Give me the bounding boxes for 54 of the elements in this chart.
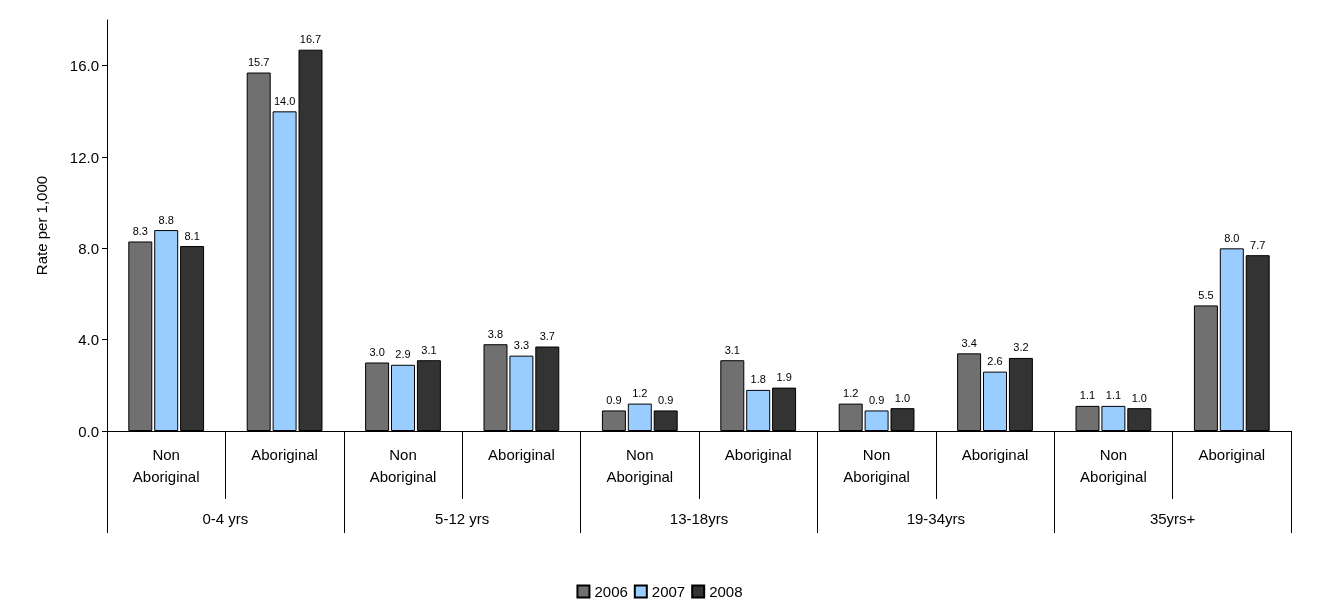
x-tick-label: Aboriginal xyxy=(488,445,555,463)
data-label: 1.2 xyxy=(632,387,648,400)
y-axis-title: Rate per 1,000 xyxy=(33,175,50,276)
data-label: 16.7 xyxy=(299,33,322,46)
data-label: 1.8 xyxy=(750,373,766,386)
x-tick-label: Non Aboriginal xyxy=(1080,445,1147,485)
data-label: 8.0 xyxy=(1224,231,1240,244)
text: 35yrs+ xyxy=(1149,510,1196,527)
data-label: 3.4 xyxy=(961,336,977,349)
data-label: 8.8 xyxy=(158,213,174,226)
data-label: 7.7 xyxy=(1250,238,1266,251)
legend-label: 2006 xyxy=(594,583,628,600)
x-tick-label: Aboriginal xyxy=(724,445,792,463)
data-label: 5.5 xyxy=(1198,288,1214,301)
legend-label: 2007 xyxy=(651,583,686,600)
data-label: 1.9 xyxy=(776,371,792,384)
x-tick-label: Aboriginal xyxy=(961,445,1029,463)
text: 19-34yrs xyxy=(906,510,965,527)
data-label: 3.3 xyxy=(513,339,530,352)
data-label: 3.1 xyxy=(724,343,740,356)
x-tick-label: Non Aboriginal xyxy=(132,445,200,485)
x-tick-label: Aboriginal xyxy=(1198,445,1266,463)
data-label: 15.7 xyxy=(247,56,270,69)
text: 0-4 yrs xyxy=(202,510,249,527)
x-tick-label: Non Aboriginal xyxy=(606,445,674,485)
x-tick-label: Non Aboriginal xyxy=(843,445,910,485)
y-tick-label: 16.0 xyxy=(69,57,99,75)
text: 13-18yrs xyxy=(669,510,729,527)
text: 5-12 yrs xyxy=(435,510,490,527)
data-label: 3.1 xyxy=(421,343,437,356)
data-label: 3.2 xyxy=(1013,341,1029,354)
x-tick-label: Non Aboriginal xyxy=(369,445,437,485)
data-label: 0.9 xyxy=(658,393,674,406)
data-label: 1.0 xyxy=(894,391,911,404)
legend-label: 2008 xyxy=(709,583,743,600)
y-tick-label: 0.0 xyxy=(78,422,99,440)
data-label: 2.9 xyxy=(395,348,411,361)
data-label: 8.3 xyxy=(132,224,148,237)
data-label: 1.1 xyxy=(1105,389,1122,402)
y-tick-label: 8.0 xyxy=(78,239,99,257)
data-label: 14.0 xyxy=(273,94,296,107)
data-label: 0.9 xyxy=(868,393,885,406)
data-label: 8.1 xyxy=(184,229,200,242)
data-label: 3.8 xyxy=(487,327,504,340)
data-label: 3.7 xyxy=(539,330,555,343)
data-label: 1.2 xyxy=(843,387,859,400)
data-label: 1.1 xyxy=(1079,389,1096,402)
data-label: 1.0 xyxy=(1131,391,1147,404)
x-tick-label: Aboriginal xyxy=(251,445,318,463)
y-tick-label: 4.0 xyxy=(78,331,99,349)
data-label: 3.0 xyxy=(369,346,385,358)
data-label: 2.6 xyxy=(987,355,1003,368)
data-label: 0.9 xyxy=(606,393,622,406)
y-tick-label: 12.0 xyxy=(69,148,99,166)
